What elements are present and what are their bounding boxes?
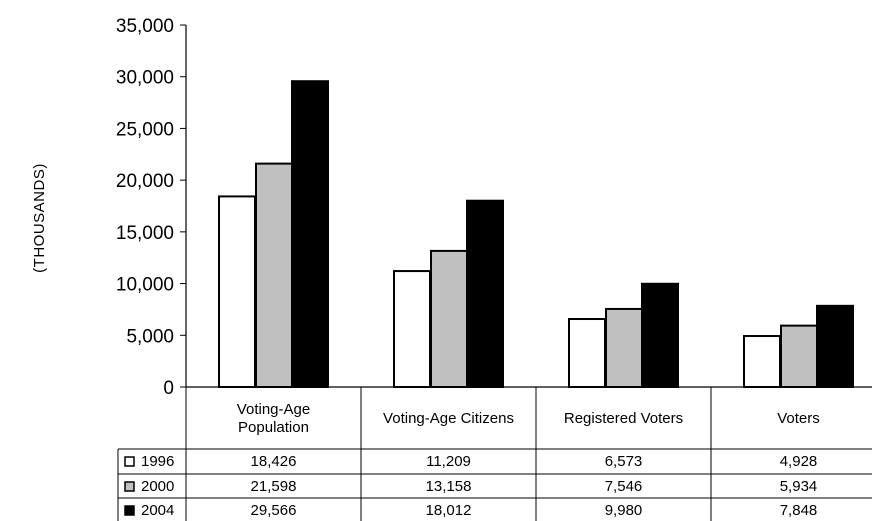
- bar-2004-1: [466, 199, 504, 388]
- y-axis: 0 5,000 10,000 15,000 20,000 25,000 30,000 35,0…: [116, 16, 186, 399]
- y-tick-label: 20,000: [116, 171, 174, 192]
- series-label: 2000: [141, 478, 174, 495]
- table-cell: 21,598: [251, 478, 297, 495]
- table-cell: 5,934: [780, 478, 818, 495]
- bar-1996-1: [393, 270, 431, 389]
- y-tick-label: 5,000: [126, 326, 174, 347]
- y-tick-label: 10,000: [116, 275, 174, 296]
- y-tick-label: 25,000: [116, 119, 174, 140]
- bar-1996-2: [568, 318, 606, 388]
- bar-2000-1: [430, 249, 468, 388]
- y-tick-label: 0: [163, 378, 174, 399]
- legend-swatch-1996: [124, 456, 135, 467]
- bar-2004-0: [291, 80, 329, 388]
- category-label: Population: [238, 419, 309, 436]
- y-tick-label: 35,000: [116, 16, 174, 37]
- bar-1996-3: [743, 335, 781, 388]
- bar-2004-3: [816, 304, 854, 388]
- y-tick-label: 15,000: [116, 223, 174, 244]
- bar-2000-3: [780, 324, 818, 389]
- y-tick-label: 30,000: [116, 68, 174, 89]
- bar-2000-2: [605, 307, 643, 388]
- bar-2000-0: [255, 162, 293, 388]
- table-cell: 13,158: [426, 478, 472, 495]
- category-label: Voting-Age Citizens: [383, 410, 514, 427]
- table-cell: 6,573: [605, 453, 643, 470]
- series-label: 2004: [141, 502, 174, 519]
- table-cell: 4,928: [780, 453, 818, 470]
- table-cell: 9,980: [605, 502, 643, 519]
- bar-2004-2: [641, 282, 679, 389]
- table-cell: 7,848: [780, 502, 818, 519]
- y-axis-label: (THOUSANDS): [31, 163, 48, 273]
- bars: [218, 80, 854, 389]
- legend-swatch-2004: [124, 505, 135, 516]
- axes: [185, 25, 872, 388]
- table-cell: 18,426: [251, 453, 297, 470]
- series-label: 1996: [141, 453, 174, 470]
- category-label: Voters: [777, 410, 820, 427]
- bar-1996-0: [218, 195, 256, 388]
- table-cell: 29,566: [251, 502, 297, 519]
- category-label: Voting-Age: [237, 401, 310, 418]
- table-cell: 18,012: [426, 502, 472, 519]
- legend-swatch-2000: [124, 481, 135, 492]
- category-label: Registered Voters: [564, 410, 683, 427]
- table-cell: 11,209: [426, 453, 471, 470]
- table-cell: 7,546: [605, 478, 643, 495]
